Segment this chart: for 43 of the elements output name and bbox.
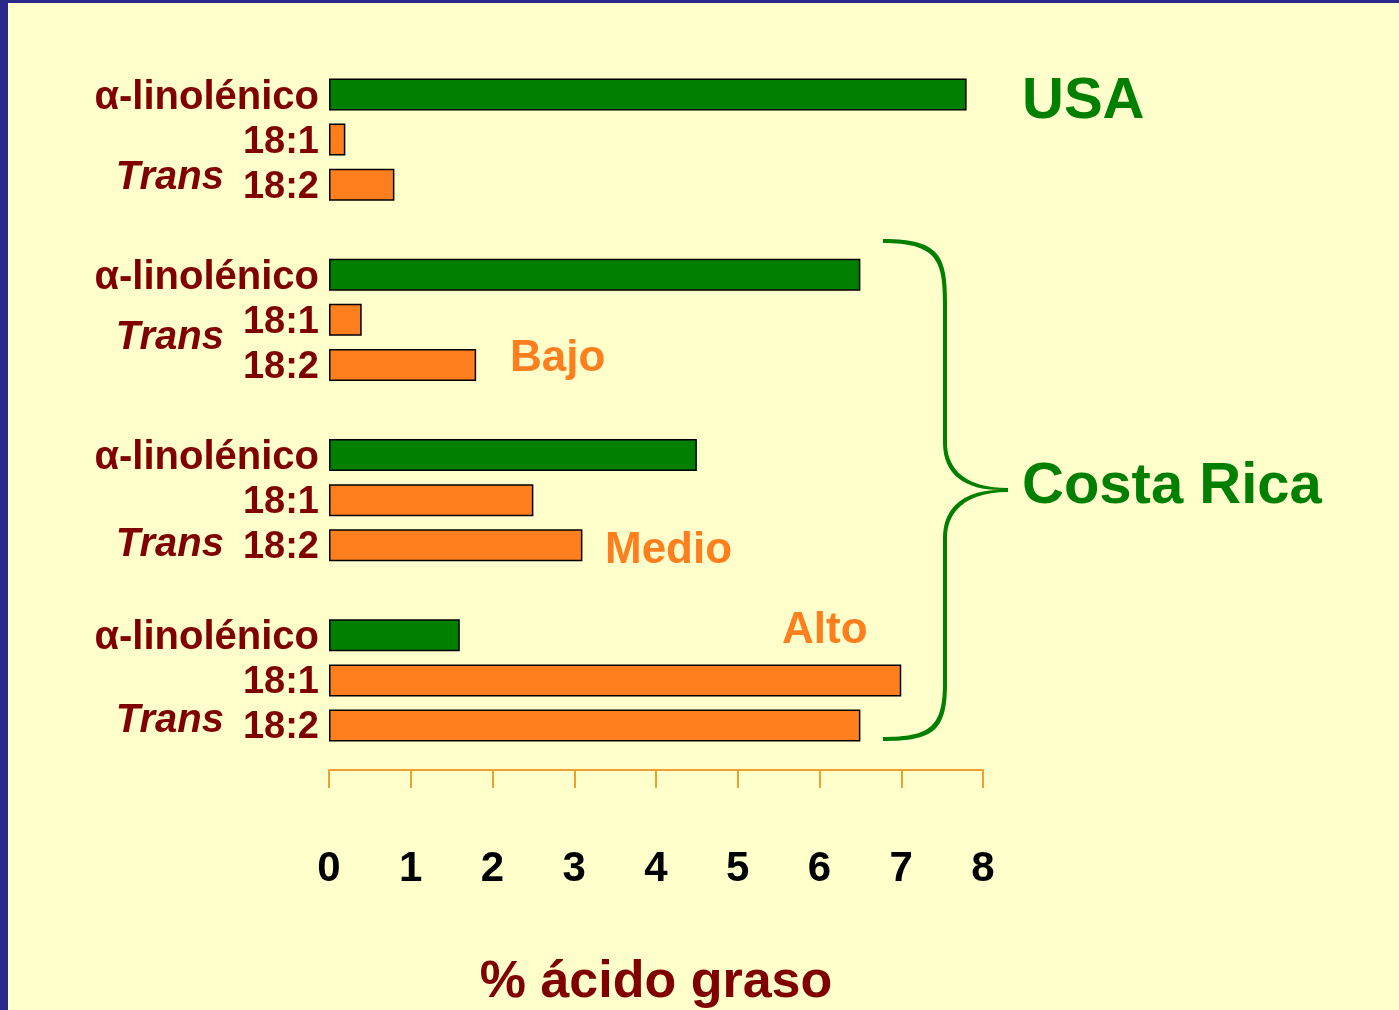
bar <box>329 78 967 111</box>
y-tick-label: α-linolénico <box>94 252 319 297</box>
bar <box>329 348 477 381</box>
text: USA <box>1022 64 1145 130</box>
text: Trans <box>115 696 224 740</box>
x-tick-label: 8 <box>971 842 995 890</box>
x-tick-label: 1 <box>399 842 423 890</box>
y-tick-label: 18:2 <box>242 343 319 386</box>
bar <box>329 484 534 517</box>
x-tick-label: 0 <box>317 842 341 890</box>
y-tick-label: 18:1 <box>242 298 319 341</box>
y-tick-label: 18:2 <box>242 704 319 747</box>
y-tick-label: 18:2 <box>242 524 319 567</box>
bar <box>329 303 362 336</box>
y-tick-label: α-linolénico <box>94 433 319 478</box>
y-tick-label: α-linolénico <box>94 613 319 658</box>
text: Trans <box>115 153 224 197</box>
y-tick-label: 18:2 <box>242 163 319 206</box>
bar <box>329 709 861 742</box>
bar <box>329 664 902 697</box>
text: Costa Rica <box>1022 449 1323 515</box>
y-tick-label: 18:1 <box>242 118 319 161</box>
x-tick-label: 4 <box>644 842 669 890</box>
bar <box>329 168 395 201</box>
annotation: Medio <box>605 522 733 572</box>
bar <box>329 439 697 472</box>
x-tick-label: 3 <box>562 842 586 890</box>
bar <box>329 123 346 156</box>
x-tick-label: 2 <box>480 842 505 890</box>
x-axis-title: % ácido graso <box>479 950 833 1008</box>
y-tick-label: 18:1 <box>242 479 319 522</box>
annotation: Bajo <box>510 330 606 380</box>
x-tick-label: 7 <box>889 842 913 890</box>
bar <box>329 529 583 562</box>
bar <box>329 258 861 291</box>
x-tick-label: 5 <box>726 842 750 890</box>
y-tick-label: 18:1 <box>242 659 319 702</box>
y-tick-label: α-linolénico <box>94 72 319 117</box>
annotation: Alto <box>782 602 868 652</box>
bar <box>329 619 460 652</box>
text: Trans <box>115 313 224 357</box>
x-tick-label: 6 <box>807 842 832 890</box>
text: Trans <box>115 520 224 564</box>
